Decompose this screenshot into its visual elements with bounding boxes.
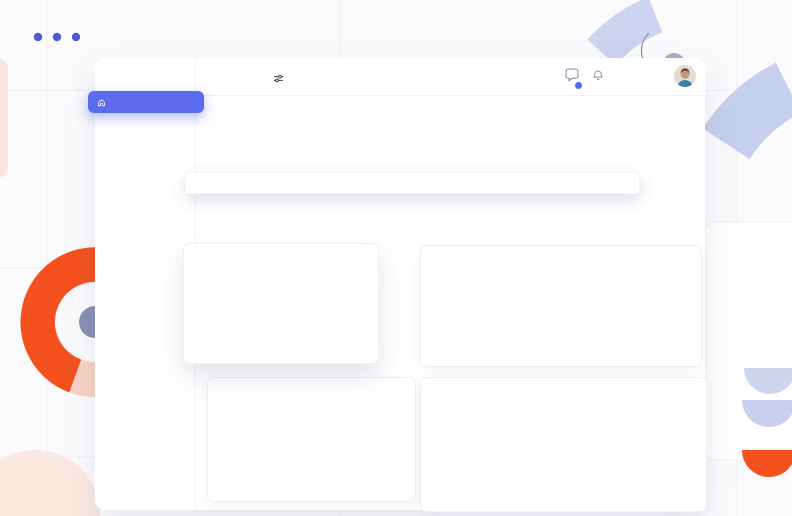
notification-badge <box>575 82 582 89</box>
filter-sliders-icon[interactable] <box>273 71 284 89</box>
dot-decoration <box>71 32 81 42</box>
home-icon <box>97 98 106 107</box>
pie-chart <box>197 269 281 353</box>
hbar-chart-card <box>207 377 416 502</box>
avatar[interactable] <box>674 65 696 87</box>
dot-decoration <box>33 32 43 42</box>
sidebar <box>88 58 204 510</box>
vbar-chart-card <box>420 377 707 512</box>
chat-icon[interactable] <box>565 68 582 89</box>
bell-icon[interactable] <box>592 69 604 87</box>
dashboard-main <box>195 58 705 510</box>
timeline-body <box>421 246 701 366</box>
pink-corner-blob <box>0 450 100 516</box>
dot-decoration <box>52 32 62 42</box>
timeline-card <box>420 245 702 367</box>
pink-blob <box>0 58 8 178</box>
vbar-body <box>421 378 706 511</box>
dragged-table-row[interactable] <box>185 172 640 194</box>
lavender-dome <box>744 368 792 394</box>
sidebar-item-dashboard[interactable] <box>88 91 204 113</box>
orange-dome <box>742 450 792 477</box>
lavender-dome <box>742 400 792 427</box>
orange-donut <box>20 247 133 393</box>
pie-chart-card <box>183 243 379 364</box>
app-window <box>88 58 707 512</box>
hbar-body <box>208 378 415 501</box>
thin-arc <box>640 32 650 60</box>
page-header <box>195 58 705 96</box>
